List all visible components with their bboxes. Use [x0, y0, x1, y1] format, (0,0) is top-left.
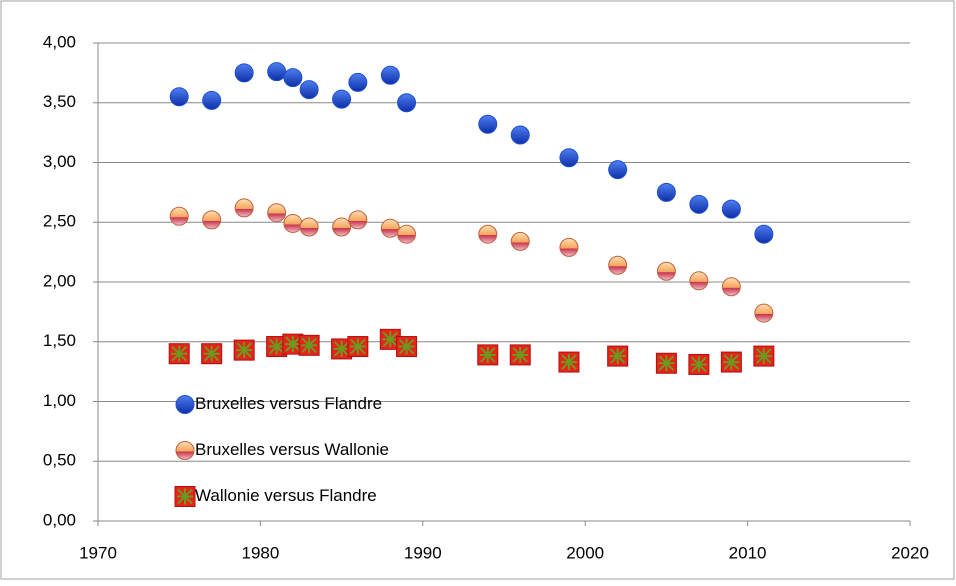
- point: [721, 277, 741, 297]
- point: [201, 343, 223, 365]
- y-tick-label: 1,00: [43, 391, 76, 410]
- x-tick-label: 2000: [566, 543, 604, 562]
- point: [559, 237, 579, 257]
- point: [379, 328, 401, 350]
- point: [332, 89, 352, 109]
- x-tick-label: 2020: [891, 543, 929, 562]
- point: [299, 217, 319, 237]
- point-cross: [333, 340, 350, 357]
- point: [202, 210, 222, 230]
- point-cross: [236, 342, 253, 359]
- point: [168, 343, 190, 365]
- point: [266, 336, 288, 358]
- point: [478, 224, 498, 244]
- x-tick-label: 1970: [79, 543, 117, 562]
- y-tick-label: 2,00: [43, 271, 76, 290]
- point: [299, 80, 319, 100]
- point: [607, 345, 629, 367]
- x-tick-label: 1980: [241, 543, 279, 562]
- point: [656, 261, 676, 281]
- y-tick-label: 2,50: [43, 212, 76, 231]
- point-cross: [203, 345, 220, 362]
- point: [169, 87, 189, 107]
- point-cross: [479, 346, 496, 363]
- y-tick-label: 3,50: [43, 92, 76, 111]
- point-cross: [301, 337, 318, 354]
- point: [396, 336, 418, 358]
- point: [689, 271, 709, 291]
- point: [233, 339, 255, 361]
- point-cross: [171, 345, 188, 362]
- point: [608, 255, 628, 275]
- point: [380, 218, 400, 238]
- point: [510, 125, 530, 145]
- point: [397, 224, 417, 244]
- point-cross: [755, 348, 772, 365]
- point: [332, 217, 352, 237]
- point: [608, 160, 628, 180]
- point-cross: [512, 346, 529, 363]
- point-cross: [690, 356, 707, 373]
- point-cross: [284, 336, 301, 353]
- point: [202, 90, 222, 110]
- point: [721, 199, 741, 219]
- point: [655, 352, 677, 374]
- legend-label: Bruxelles versus Flandre: [195, 394, 382, 413]
- legend-label: Wallonie versus Flandre: [195, 486, 377, 505]
- point: [509, 344, 531, 366]
- y-tick-label: 0,50: [43, 451, 76, 470]
- point: [282, 333, 304, 355]
- point: [397, 93, 417, 113]
- point: [754, 303, 774, 323]
- y-tick-label: 1,50: [43, 331, 76, 350]
- point-cross: [609, 348, 626, 365]
- point: [347, 336, 369, 358]
- point-cross: [349, 338, 366, 355]
- point: [689, 194, 709, 214]
- x-tick-label: 1990: [404, 543, 442, 562]
- point: [234, 63, 254, 83]
- point-cross: [723, 354, 740, 371]
- point: [348, 210, 368, 230]
- point: [510, 231, 530, 251]
- y-tick-label: 4,00: [43, 32, 76, 51]
- point: [348, 72, 368, 92]
- point: [234, 198, 254, 218]
- point: [477, 344, 499, 366]
- point: [298, 334, 320, 356]
- point: [169, 206, 189, 226]
- x-tick-label: 2010: [729, 543, 767, 562]
- point: [656, 182, 676, 202]
- point: [753, 345, 775, 367]
- legend-label: Bruxelles versus Wallonie: [195, 440, 389, 459]
- point: [720, 351, 742, 373]
- point-cross: [268, 338, 285, 355]
- point: [478, 114, 498, 134]
- point: [175, 395, 195, 414]
- point: [175, 441, 195, 460]
- point: [267, 203, 287, 223]
- point-cross: [658, 355, 675, 372]
- point-cross: [382, 331, 399, 348]
- point: [559, 148, 579, 168]
- point: [380, 65, 400, 85]
- point: [688, 353, 710, 375]
- y-tick-label: 3,00: [43, 152, 76, 171]
- point-cross: [398, 338, 415, 355]
- point: [283, 68, 303, 88]
- point-cross: [177, 488, 193, 505]
- y-tick-label: 0,00: [43, 510, 76, 529]
- point-cross: [560, 354, 577, 371]
- point: [283, 213, 303, 233]
- point: [558, 351, 580, 373]
- point: [267, 62, 287, 82]
- point: [754, 224, 774, 244]
- point: [174, 486, 196, 507]
